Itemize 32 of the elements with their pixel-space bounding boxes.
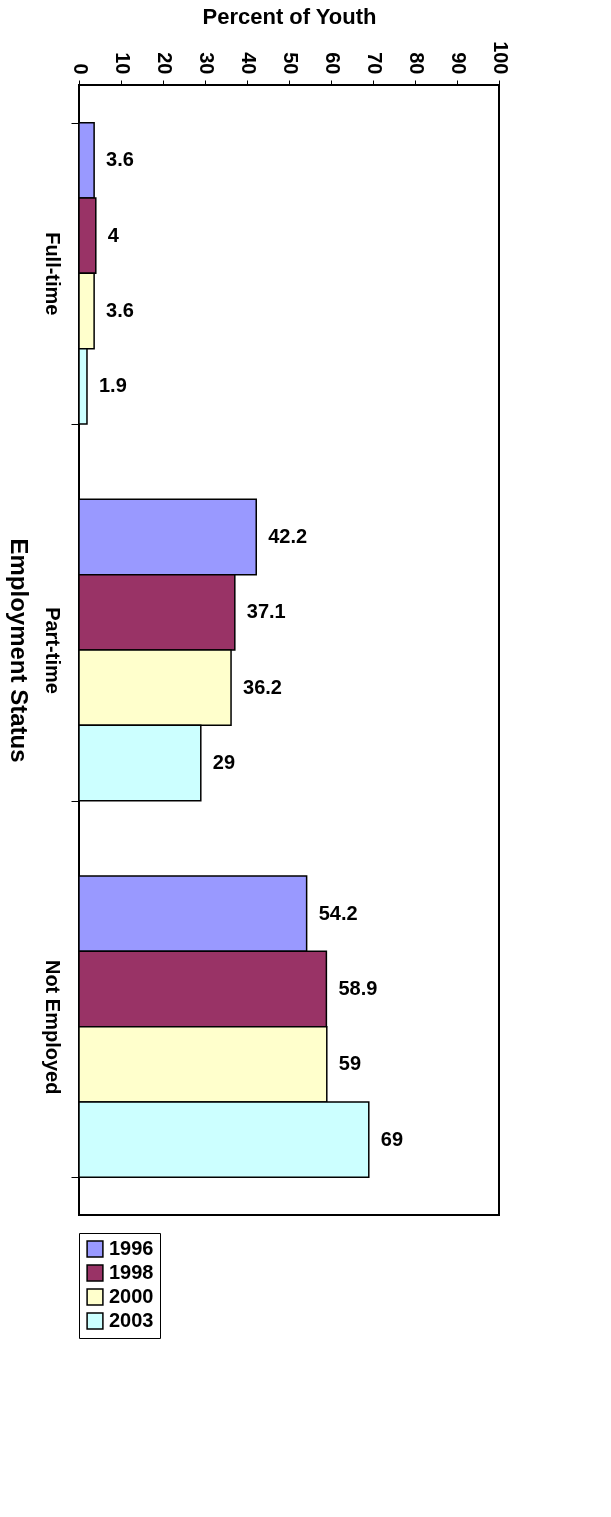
x-tick-label: 20 [153,52,176,75]
legend-label: 2003 [109,1309,154,1331]
x-tick-label: 10 [111,52,134,75]
x-tick-label: 70 [363,52,386,75]
data-label: 36.2 [243,675,282,698]
data-label: 1.9 [98,374,127,397]
x-axis-title: Percent of Youth [202,4,377,30]
x-tick-label: 80 [405,52,428,75]
y-tick-label: Not Employed [41,959,64,1095]
y-tick-label: Full-time [41,232,64,316]
legend-label: 1998 [109,1261,154,1283]
data-label: 54.2 [318,901,358,924]
data-label: 4 [107,223,120,246]
data-label: 58.9 [338,977,378,999]
x-tick-label: 90 [447,52,470,75]
x-tick-label: 0 [69,63,92,75]
data-label: 29 [212,751,236,773]
data-label: 37.1 [246,600,286,623]
x-tick-label: 30 [195,52,218,75]
data-label: 42.2 [268,525,308,547]
legend-label: 1996 [109,1237,154,1259]
data-label: 3.6 [106,148,134,171]
data-label: 3.6 [106,299,134,321]
data-label: 69 [380,1127,404,1150]
y-tick-label: Part-time [41,607,64,694]
x-tick-label: 100 [489,41,512,75]
x-tick-label: 50 [279,52,302,75]
x-tick-label: 60 [321,52,344,75]
x-tick-label: 40 [237,52,260,75]
y-axis-title: Employment Status [5,538,33,763]
legend-label: 2000 [109,1285,154,1307]
data-label: 59 [338,1052,362,1075]
